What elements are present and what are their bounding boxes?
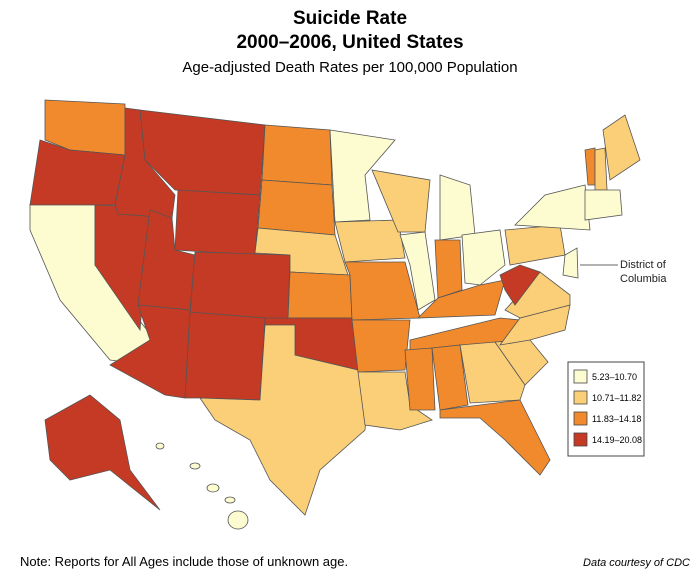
state (594, 147, 608, 191)
state (261, 124, 333, 186)
state (602, 114, 641, 181)
legend-label: 14.19–20.08 (592, 435, 642, 445)
state (399, 231, 436, 311)
state (257, 179, 336, 236)
state (504, 224, 566, 266)
state (461, 229, 506, 286)
note: Note: Reports for All Ages include those… (20, 554, 348, 569)
state (416, 279, 506, 319)
title: Suicide Rate (293, 8, 407, 29)
state (199, 324, 369, 516)
annotation: District of Columbia (620, 259, 667, 285)
state (357, 371, 433, 431)
state (189, 462, 201, 470)
legend-swatch (573, 411, 588, 426)
state (155, 442, 165, 450)
state (174, 189, 261, 256)
state (499, 304, 571, 346)
state (351, 319, 411, 373)
state (404, 347, 436, 411)
legend-swatch (573, 369, 588, 384)
state (227, 510, 249, 530)
state (287, 271, 353, 319)
state (224, 496, 236, 504)
state (434, 239, 463, 299)
state (329, 129, 396, 223)
states (29, 99, 641, 530)
state (184, 311, 266, 401)
state (499, 264, 541, 306)
state (562, 247, 579, 279)
description: Age-adjusted Death Rates per 100,000 Pop… (182, 59, 517, 76)
legend-swatch (573, 390, 588, 405)
subtitle: 2000–2006, United States (236, 32, 463, 53)
state (439, 174, 476, 241)
state (584, 189, 623, 221)
state (44, 394, 161, 511)
state (439, 399, 551, 476)
state (344, 261, 421, 321)
legend: 5.23–10.70 10.71–11.82 11.83–14.18 14.19–20… (573, 369, 642, 447)
legend-label: 5.23–10.70 (592, 372, 637, 382)
state (584, 147, 596, 186)
legend-label: 10.71–11.82 (592, 393, 641, 403)
state (189, 251, 291, 321)
state (334, 219, 406, 263)
state (514, 184, 591, 231)
legend-swatch (573, 432, 588, 447)
state (459, 341, 526, 404)
state (431, 344, 469, 411)
state (206, 483, 220, 493)
state (109, 304, 191, 399)
source: Data courtesy of CDC (583, 557, 690, 569)
legend-label: 11.83–14.18 (592, 414, 641, 424)
